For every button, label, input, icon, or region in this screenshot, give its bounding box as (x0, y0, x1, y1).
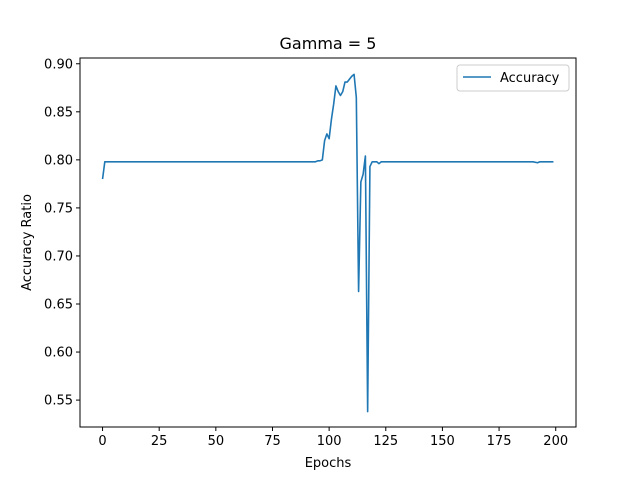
chart-title: Gamma = 5 (280, 34, 377, 53)
series-line-accuracy (101, 73, 554, 413)
x-axis-label: Epochs (305, 456, 352, 471)
y-tick-label: 0.55 (44, 394, 73, 409)
x-tick-label: 75 (264, 434, 281, 449)
x-tick-label: 175 (487, 434, 512, 449)
x-tick-label: 50 (208, 434, 225, 449)
plot-area (80, 58, 576, 427)
y-axis-label: Accuracy Ratio (20, 194, 35, 291)
legend-label-accuracy: Accuracy (500, 71, 560, 86)
y-tick-label: 0.75 (44, 201, 73, 216)
x-tick-label: 100 (317, 434, 342, 449)
legend: Accuracy (456, 64, 570, 92)
y-tick-label: 0.90 (44, 57, 73, 72)
plot-frame (79, 57, 577, 428)
series-points-accuracy (102, 74, 554, 412)
y-tick-label: 0.65 (44, 298, 73, 313)
y-tick-label: 0.80 (44, 153, 73, 168)
x-tick-label: 125 (373, 434, 398, 449)
x-tick-label: 150 (430, 434, 455, 449)
x-tick-label: 0 (98, 434, 106, 449)
y-tick-label: 0.60 (44, 346, 73, 361)
x-tick-label: 25 (151, 434, 168, 449)
x-tick-label: 200 (543, 434, 568, 449)
x-axis-ticks: 0 25 50 75 100 125 150 175 200 (98, 427, 568, 449)
y-tick-label: 0.85 (44, 105, 73, 120)
y-tick-label: 0.70 (44, 249, 73, 264)
legend-box (456, 64, 570, 92)
y-axis-ticks: 0.55 0.60 0.65 0.70 0.75 0.80 0.85 0.90 (44, 57, 80, 409)
